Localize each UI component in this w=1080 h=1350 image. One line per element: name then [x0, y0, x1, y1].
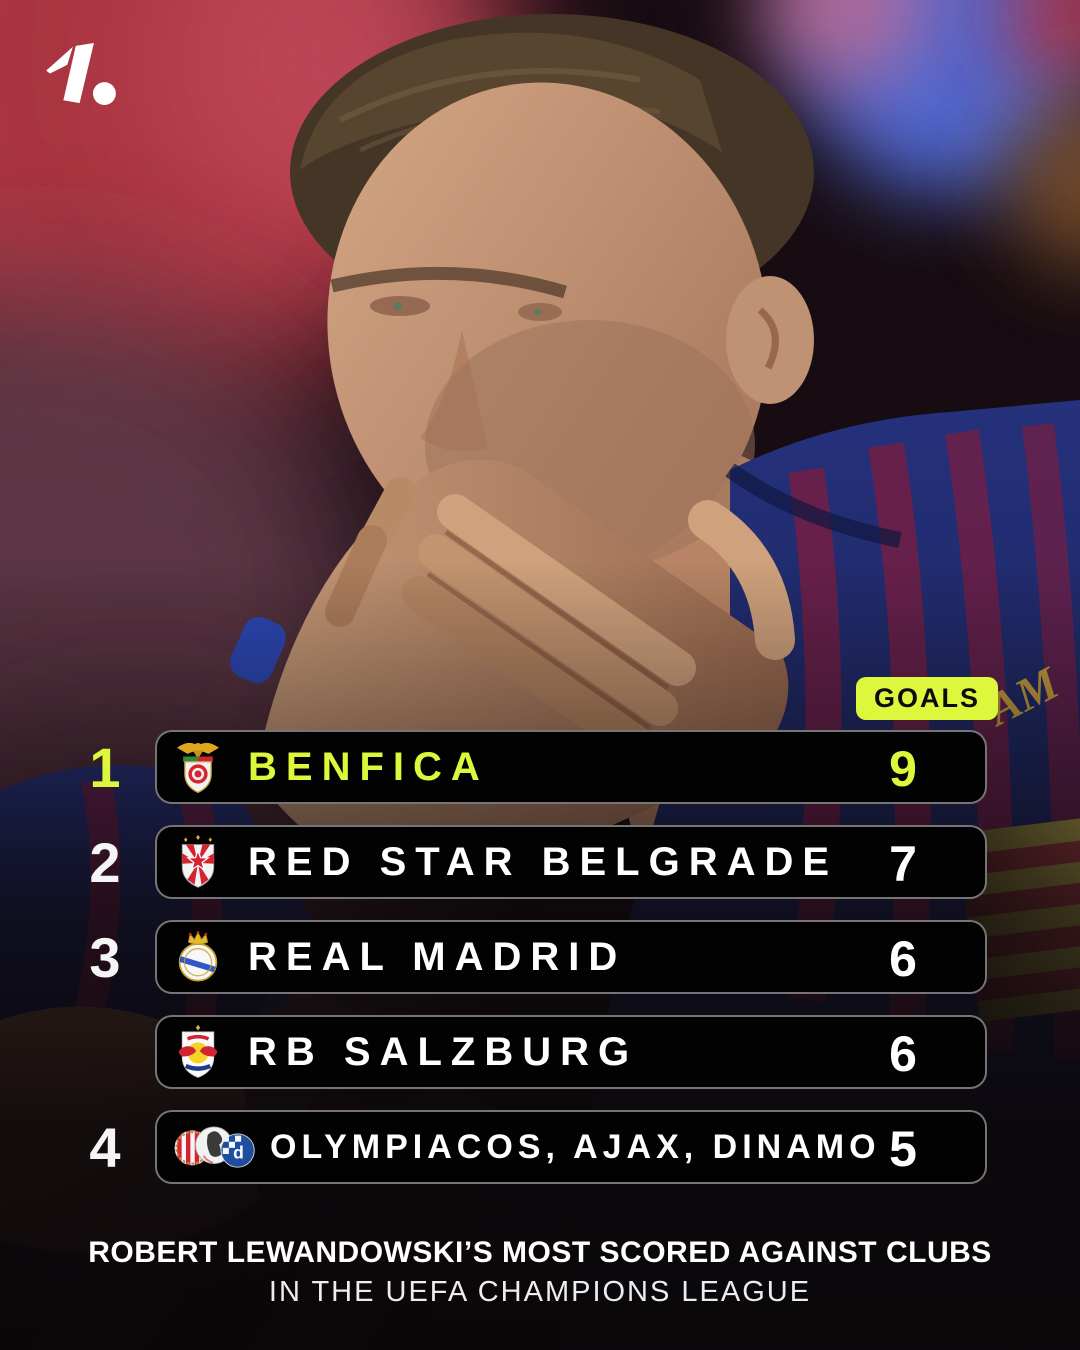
caption-subtitle: IN THE UEFA CHAMPIONS LEAGUE	[268, 1276, 812, 1308]
goals-value: 7	[889, 836, 917, 892]
table-row: RB SALZBURG 6	[0, 1015, 1080, 1089]
club-crest-icon	[170, 1024, 226, 1080]
club-crest-icon	[181, 834, 215, 889]
table-row: 3 REAL MADRID 6	[0, 920, 1080, 994]
table-row: 2 RED STAR BELGRADE 7	[0, 825, 1080, 899]
club-crest-icon	[176, 742, 220, 794]
onefootball-logo	[46, 42, 116, 105]
caption-title: ROBERT LEWANDOWSKI’S MOST SCORED AGAINST…	[88, 1236, 992, 1269]
team-pill: BENFICA 9	[155, 730, 987, 804]
table-row: 4 OLYMPIACOS, AJAX, DINAMO 5	[0, 1110, 1080, 1184]
rank-number: 2	[89, 831, 121, 894]
team-pill: REAL MADRID 6	[155, 920, 987, 994]
team-pill: RB SALZBURG 6	[155, 1015, 987, 1089]
club-crest-icon	[170, 929, 226, 985]
rank-number: 3	[89, 926, 121, 989]
team-name: OLYMPIACOS, AJAX, DINAMO	[270, 1127, 881, 1166]
caption: ROBERT LEWANDOWSKI’S MOST SCORED AGAINST…	[0, 1236, 1080, 1309]
club-crest-icon	[170, 1119, 258, 1175]
goals-value: 6	[889, 931, 917, 987]
team-pill: OLYMPIACOS, AJAX, DINAMO 5	[155, 1110, 987, 1184]
goals-value: 5	[889, 1121, 917, 1177]
team-pill: RED STAR BELGRADE 7	[155, 825, 987, 899]
rank-number: 1	[89, 736, 121, 799]
team-name: BENFICA	[248, 744, 489, 789]
rank-number: 4	[89, 1116, 121, 1179]
goals-value: 9	[889, 741, 917, 797]
ranking-table: 1 BENFICA 9 2 RED STAR BELGRADE 7 3	[0, 730, 1080, 1205]
goals-column-header: GOALS	[856, 677, 999, 720]
team-name: RED STAR BELGRADE	[248, 839, 839, 884]
team-name: RB SALZBURG	[248, 1029, 639, 1074]
table-row: 1 BENFICA 9	[0, 730, 1080, 804]
goals-value: 6	[889, 1026, 917, 1082]
team-name: REAL MADRID	[248, 934, 627, 979]
